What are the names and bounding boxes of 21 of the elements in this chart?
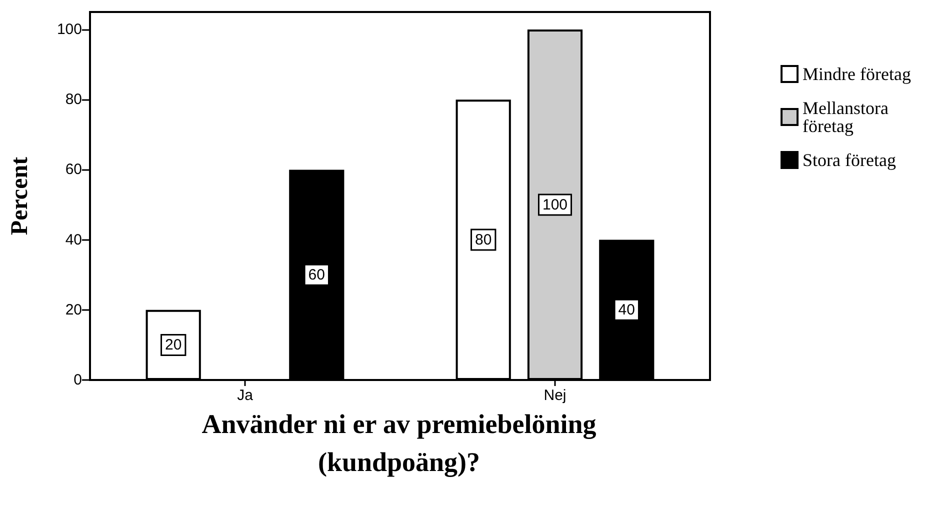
legend-label: Stora företag — [802, 150, 896, 170]
bar — [456, 100, 511, 380]
x-tick-label: Ja — [237, 387, 254, 404]
y-tick-label: 60 — [65, 161, 82, 178]
y-tick-label: 0 — [74, 372, 82, 388]
data-label: 40 — [618, 301, 635, 318]
y-tick-label: 100 — [56, 21, 82, 38]
x-tick-label: Nej — [544, 387, 566, 404]
data-label: 80 — [475, 231, 492, 248]
legend-label: Mindre företag — [802, 64, 912, 84]
bar — [289, 170, 344, 380]
bar — [599, 240, 654, 380]
data-label: 60 — [308, 266, 325, 284]
y-tick-label: 80 — [65, 91, 82, 108]
legend-label: Mellanstora företag — [802, 98, 894, 136]
y-tick-label: 20 — [65, 301, 82, 318]
data-label: 20 — [165, 336, 182, 354]
y-tick-label: 40 — [65, 231, 82, 248]
x-axis-title: Använder ni er av premiebelöning (kundpoäng)? — [200, 408, 598, 479]
y-axis-title: Percent — [7, 156, 33, 236]
data-label: 100 — [542, 196, 568, 214]
